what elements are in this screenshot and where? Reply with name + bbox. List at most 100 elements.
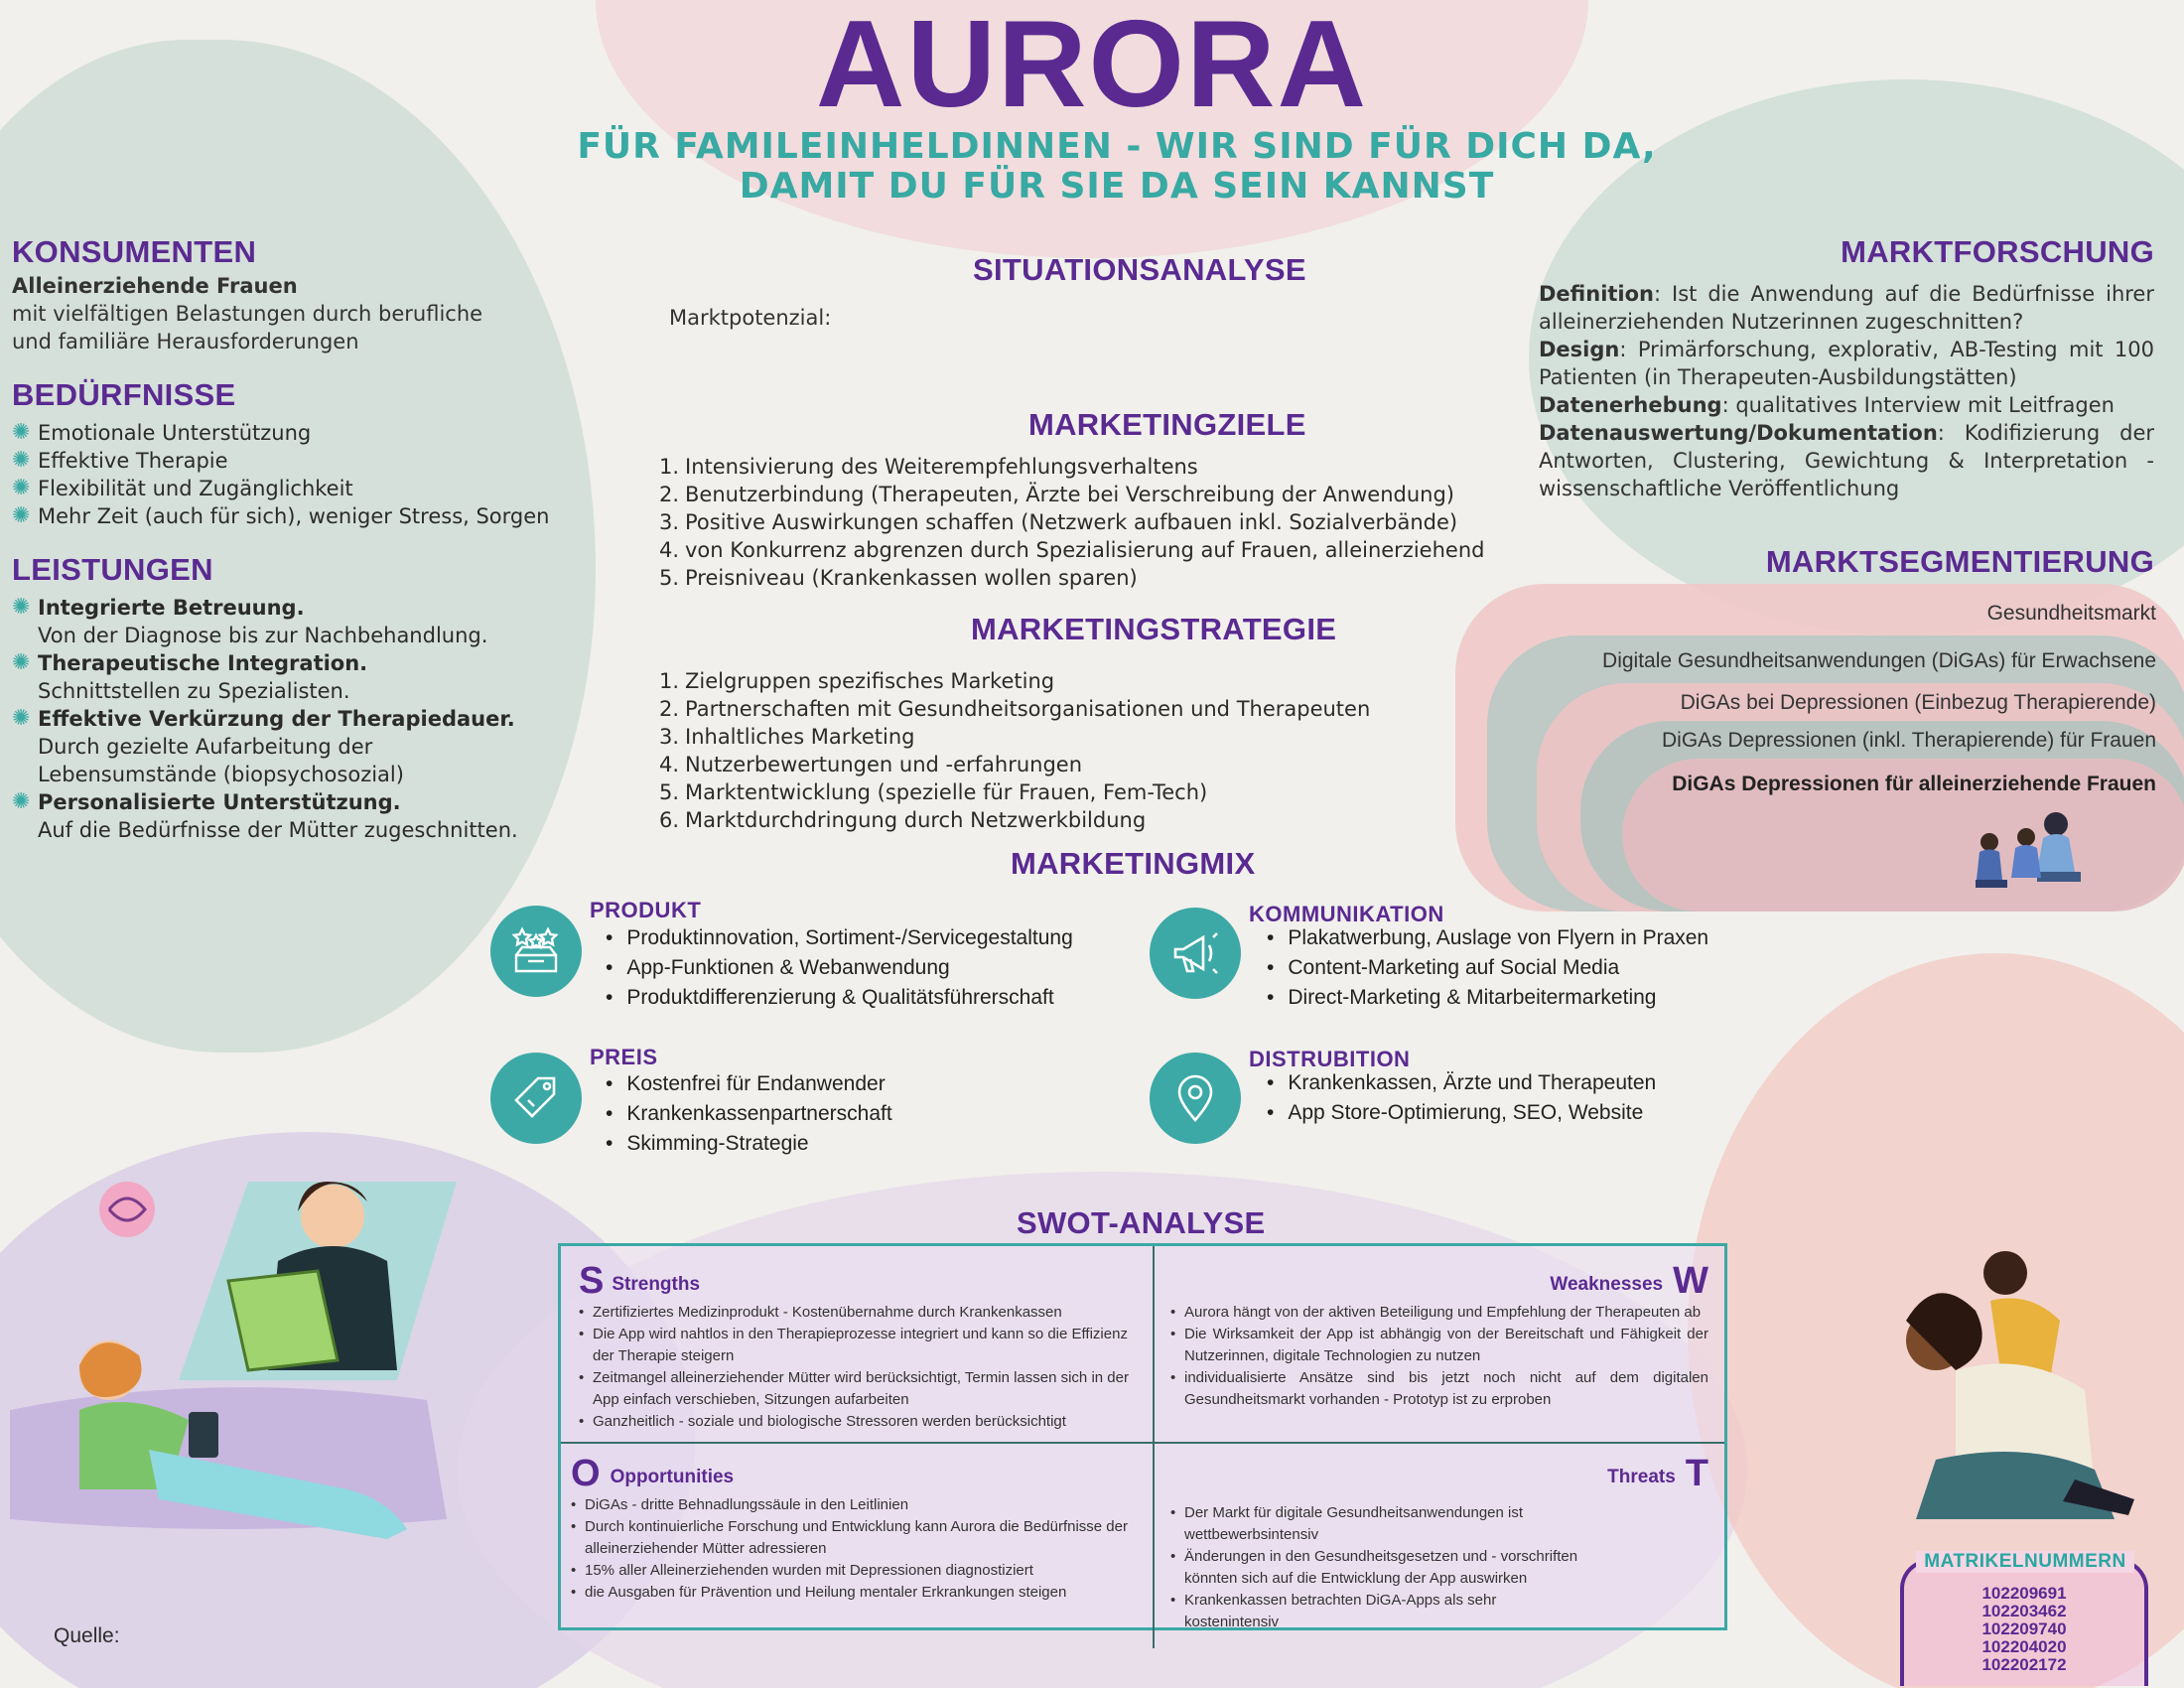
segment-nested-diagram: Gesundheitsmarkt Digitale Gesundheitsanw…	[1455, 584, 2184, 912]
swot-letter-o: O	[571, 1453, 601, 1494]
leistung-item: ✺ Therapeutische Integration. Schnittstell…	[12, 650, 368, 703]
beduerfnis-item: ✺ Mehr Zeit (auch für sich), weniger Stre…	[12, 503, 550, 528]
leistung-item: ✺ Effektive Verkürzung der Therapiedauer.…	[12, 706, 515, 786]
strategie-item: 5. Marktentwicklung (spezielle für Frauen…	[659, 780, 1208, 804]
swot-grid: S Strengths Zertifiziertes Medizinprodukt…	[558, 1243, 1727, 1648]
quelle-label: Quelle:	[54, 1624, 120, 1647]
produkt-title: PRODUKT	[590, 898, 702, 922]
preis-list: Kostenfrei für Endanwender Krankenkassen…	[606, 1069, 1161, 1159]
opportunity-item: die Ausgaben für Prävention und Heilung …	[571, 1582, 1141, 1604]
marketingziele-heading: MARKETINGZIELE	[1028, 407, 1306, 442]
preis-item: Krankenkassenpartnerschaft	[606, 1099, 1161, 1129]
ziel-item: 3. Positive Auswirkungen schaffen (Netzwe…	[659, 510, 1458, 534]
kommunikation-item: Plakatwerbung, Auslage von Flyern in Pra…	[1267, 923, 1862, 953]
threat-item: Der Markt für digitale Gesundheitsanwend…	[1170, 1502, 1587, 1546]
flower-bullet-icon: ✺	[12, 595, 31, 620]
threat-item: Krankenkassen betrachten DiGA-Apps als s…	[1170, 1590, 1587, 1633]
opportunities-list: DiGAs - dritte Behnadlungssäule in den L…	[571, 1494, 1141, 1604]
subtitle-line-1: FÜR FAMILEINHELDINNEN - WIR SIND FÜR DIC…	[577, 126, 1657, 167]
swot-divider-vertical	[1153, 1246, 1155, 1648]
strengths-list: Zertifiziertes Medizinprodukt - Kostenüb…	[579, 1302, 1141, 1433]
matrikel-number: 102203462	[1981, 1602, 2067, 1620]
marketingziele-list: 1. Intensivierung des Weiterempfehlungsve…	[659, 453, 1553, 592]
beduerfnisse-heading: BEDÜRFNISSE	[12, 377, 236, 412]
swot-strengths: S Strengths Zertifiziertes Medizinprodukt…	[579, 1262, 1141, 1433]
strategie-item: 2. Partnerschaften mit Gesundheitsorganis…	[659, 697, 1371, 721]
swot-threats: Threats T Der Markt für digitale Gesundhe…	[1170, 1455, 1708, 1633]
kommunikation-list: Plakatwerbung, Auslage von Flyern in Pra…	[1267, 923, 1862, 1013]
swot-divider-horizontal	[561, 1442, 1724, 1444]
produkt-list: Produktinnovation, Sortiment-/Serviceges…	[606, 923, 1161, 1013]
swot-opportunities: O Opportunities DiGAs - dritte Behnadlung…	[571, 1455, 1141, 1604]
matrikel-title: MATRIKELNUMMERN	[1916, 1551, 2134, 1573]
produkt-item: Produktinnovation, Sortiment-/Serviceges…	[606, 923, 1161, 953]
threats-list: Der Markt für digitale Gesundheitsanwend…	[1170, 1502, 1587, 1633]
leistungen-heading: LEISTUNGEN	[12, 552, 213, 587]
flower-bullet-icon: ✺	[12, 706, 31, 731]
marktforschung-body: Definition: Ist die Anwendung auf die Be…	[1539, 280, 2154, 502]
segment-label-2: Digitale Gesundheitsanwendungen (DiGAs) …	[1602, 649, 2156, 672]
opportunity-item: Durch kontinuierliche Forschung und Entw…	[571, 1516, 1141, 1560]
location-pin-icon	[1150, 1053, 1241, 1144]
beduerfnisse-section: BEDÜRFNISSE ✺ Emotionale Unterstützung ✺ E…	[12, 377, 608, 530]
matrikel-number: 102209740	[1981, 1619, 2067, 1638]
swot-heading: SWOT-ANALYSE	[1017, 1205, 1266, 1240]
distribution-title: DISTRUBITION	[1249, 1047, 1411, 1071]
preis-item: Skimming-Strategie	[606, 1129, 1161, 1159]
flower-bullet-icon: ✺	[12, 650, 31, 675]
swot-opportunities-title: Opportunities	[610, 1467, 735, 1487]
strength-item: Ganzheitlich - soziale und biologische S…	[579, 1411, 1141, 1433]
flower-bullet-icon: ✺	[12, 420, 31, 445]
konsumenten-bold: Alleinerziehende Frauen	[12, 274, 298, 298]
produkt-item: Produktdifferenzierung & Qualitätsführer…	[606, 983, 1161, 1013]
leistung-item: ✺ Personalisierte Unterstützung. Auf die B…	[12, 789, 518, 842]
ziel-item: 2. Benutzerbindung (Therapeuten, Ärzte be…	[659, 483, 1455, 506]
marketingstrategie-heading: MARKETINGSTRATEGIE	[971, 612, 1337, 646]
leistung-item: ✺ Integrierte Betreuung. Von der Diagnose …	[12, 595, 488, 647]
swot-letter-w: W	[1673, 1260, 1708, 1302]
threat-item: Änderungen in den Gesundheitsgesetzen un…	[1170, 1546, 1587, 1590]
ziel-item: 1. Intensivierung des Weiterempfehlungsve…	[659, 455, 1198, 479]
page-title: AURORA	[815, 0, 1369, 133]
marktpotenzial-label: Marktpotenzial:	[669, 306, 832, 330]
opportunity-item: 15% aller Alleinerziehenden wurden mit D…	[571, 1560, 1141, 1582]
marketingstrategie-list: 1. Zielgruppen spezifisches Marketing 2. P…	[659, 667, 1553, 834]
konsumenten-section: KONSUMENTEN Alleinerziehende Frauen mit …	[12, 234, 568, 355]
ziel-item: 5. Preisniveau (Krankenkassen wollen spar…	[659, 566, 1138, 590]
strategie-item: 4. Nutzerbewertungen und -erfahrungen	[659, 753, 1083, 776]
matrikel-box	[1900, 1559, 2148, 1686]
subtitle-line-2: DAMIT DU FÜR SIE DA SEIN KANNST	[739, 166, 1495, 207]
matrikel-number: 102209691	[1981, 1584, 2067, 1603]
bg-blob-green-right	[1529, 79, 2184, 635]
matrikel-list: 102209691 102203462 102209740 102204020 …	[1900, 1585, 2148, 1674]
produkt-icon	[490, 906, 582, 997]
leistungen-section: LEISTUNGEN ✺ Integrierte Betreuung. Von de…	[12, 552, 608, 844]
mother-child-illustration	[1906, 1251, 2134, 1519]
marketingmix-heading: MARKETINGMIX	[1011, 846, 1256, 881]
kommunikation-title: KOMMUNIKATION	[1249, 902, 1444, 926]
situationsanalyse-heading: SITUATIONSANALYSE	[973, 252, 1306, 287]
swot-letter-t: T	[1685, 1453, 1708, 1494]
mf-row-datenauswertung: Datenauswertung/Dokumentation: Kodifizie…	[1539, 421, 2154, 500]
marktsegmentierung-heading: MARKTSEGMENTIERUNG	[1765, 544, 2154, 579]
strategie-item: 6. Marktdurchdringung durch Netzwerkbildu…	[659, 808, 1147, 832]
konsumenten-text-1: mit vielfältigen Belastungen durch beruf…	[12, 302, 483, 326]
flower-bullet-icon: ✺	[12, 476, 31, 500]
segment-shape-5	[1622, 759, 2184, 912]
weaknesses-list: Aurora hängt von der aktiven Beteiligung…	[1170, 1302, 1708, 1411]
matrikel-number: 102202172	[1981, 1655, 2067, 1674]
mf-row-design: Design: Primärforschung, explorativ, AB-…	[1539, 338, 2154, 389]
strength-item: Zeitmangel alleinerziehender Mütter wird…	[579, 1367, 1141, 1411]
preis-item: Kostenfrei für Endanwender	[606, 1069, 1161, 1099]
mf-row-definition: Definition: Ist die Anwendung auf die Be…	[1539, 282, 2154, 334]
megaphone-icon	[1150, 908, 1241, 999]
swot-threats-title: Threats	[1607, 1467, 1676, 1487]
beduerfnis-item: ✺ Flexibilität und Zugänglichkeit	[12, 476, 353, 500]
strategie-item: 3. Inhaltliches Marketing	[659, 725, 915, 749]
page-subtitle: FÜR FAMILEINHELDINNEN - WIR SIND FÜR DIC…	[0, 127, 2184, 207]
segment-label-5: DiGAs Depressionen für alleinerziehende …	[1672, 773, 2156, 795]
beduerfnis-item: ✺ Emotionale Unterstützung	[12, 420, 312, 445]
beduerfnis-item: ✺ Effektive Therapie	[12, 448, 228, 473]
therapy-illustration	[10, 1182, 457, 1539]
kommunikation-item: Content-Marketing auf Social Media	[1267, 953, 1862, 983]
